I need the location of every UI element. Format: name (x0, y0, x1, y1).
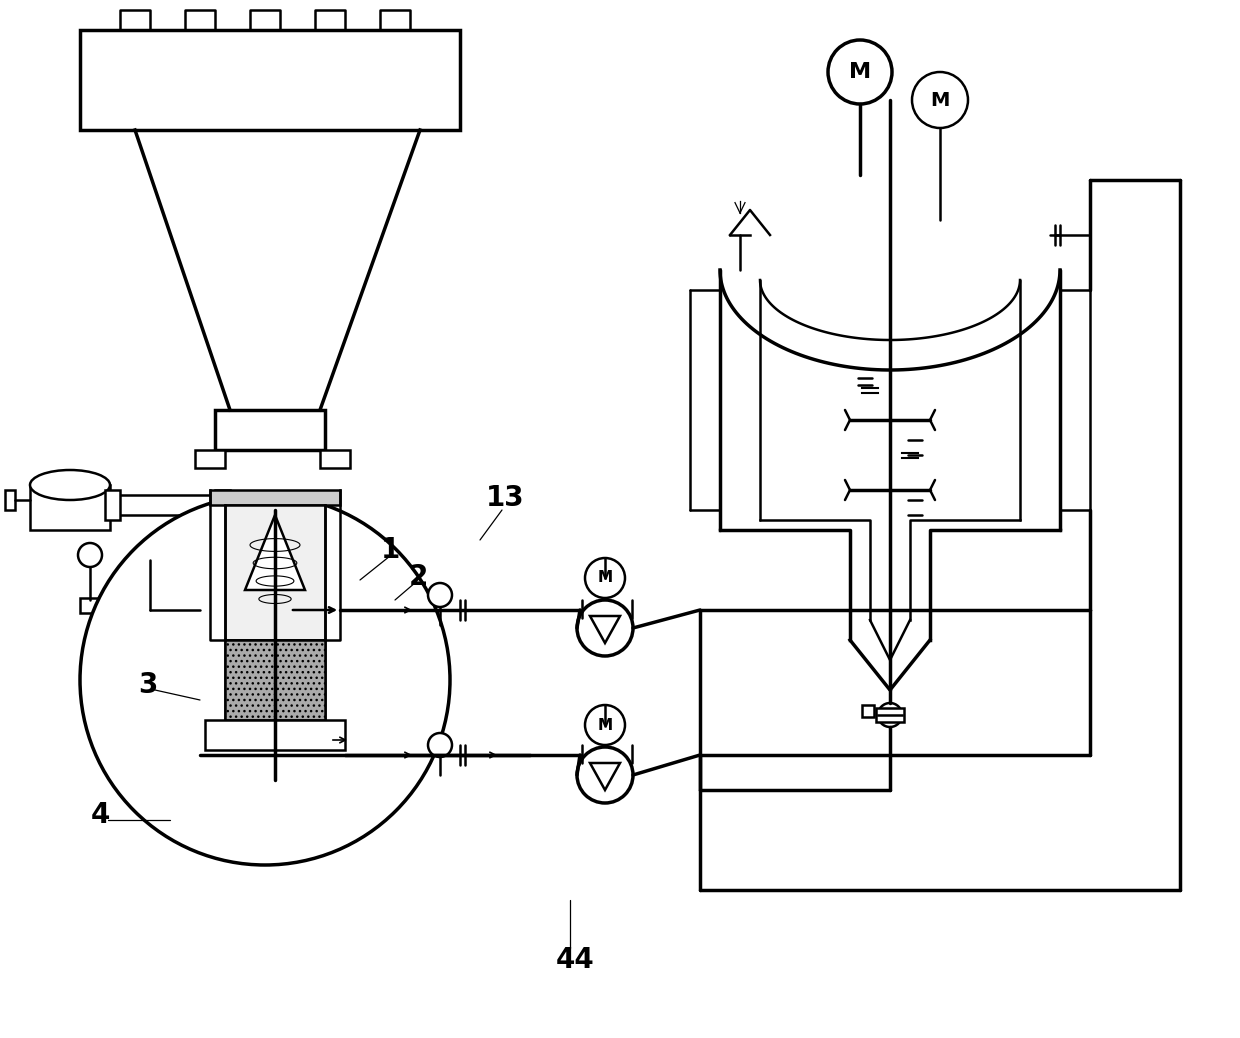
Bar (205, 720, 345, 750)
Polygon shape (246, 515, 305, 590)
Circle shape (81, 495, 450, 865)
Text: 2: 2 (408, 563, 428, 591)
Bar (110, 495, 219, 515)
Bar (210, 490, 340, 506)
Bar (215, 410, 325, 450)
Text: 1: 1 (381, 536, 399, 564)
Circle shape (78, 543, 102, 567)
Bar (81, 30, 460, 130)
Text: 44: 44 (556, 946, 594, 974)
Text: 13: 13 (486, 484, 525, 512)
Bar (320, 450, 350, 468)
Bar (5, 490, 15, 510)
Bar (81, 598, 100, 613)
Circle shape (428, 583, 453, 607)
Circle shape (577, 600, 632, 656)
Polygon shape (590, 763, 620, 790)
Bar (105, 490, 120, 520)
Bar (862, 705, 874, 717)
Bar (224, 506, 325, 640)
Text: 4: 4 (91, 801, 109, 829)
Bar (224, 640, 325, 720)
Circle shape (911, 72, 968, 128)
Text: M: M (930, 90, 950, 109)
Bar (215, 490, 229, 520)
Bar (30, 485, 110, 530)
Bar (224, 640, 325, 720)
Ellipse shape (30, 470, 110, 500)
Polygon shape (590, 616, 620, 643)
Bar (875, 708, 904, 722)
Circle shape (878, 703, 901, 727)
Bar (195, 450, 224, 468)
Text: 3: 3 (139, 671, 157, 699)
Text: M: M (598, 571, 613, 585)
Circle shape (828, 40, 892, 104)
Circle shape (585, 705, 625, 745)
Text: M: M (849, 62, 870, 82)
Circle shape (577, 747, 632, 803)
Circle shape (585, 558, 625, 598)
Circle shape (428, 733, 453, 757)
Text: M: M (598, 717, 613, 733)
